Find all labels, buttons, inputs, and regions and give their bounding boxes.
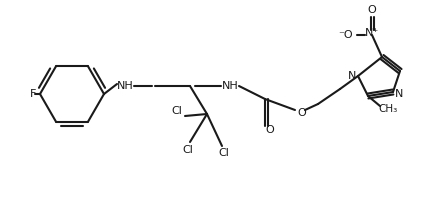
Text: NH: NH (116, 81, 133, 91)
Text: O: O (266, 125, 274, 135)
Text: Cl: Cl (183, 145, 194, 155)
Text: N⁺: N⁺ (365, 28, 379, 38)
Text: N: N (348, 71, 356, 81)
Text: Cl: Cl (218, 148, 229, 158)
Text: Cl: Cl (171, 106, 182, 116)
Text: F: F (30, 89, 36, 99)
Text: CH₃: CH₃ (378, 104, 398, 114)
Text: O: O (368, 5, 376, 15)
Text: N: N (395, 89, 403, 99)
Text: NH: NH (221, 81, 238, 91)
Text: O: O (298, 108, 307, 118)
Text: ⁻O: ⁻O (339, 30, 353, 40)
